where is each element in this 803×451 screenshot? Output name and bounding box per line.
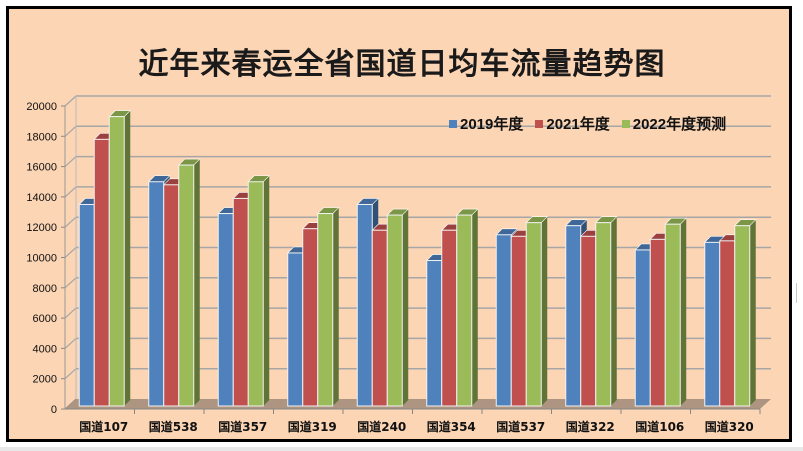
y-tick-label: 14000 xyxy=(26,192,57,204)
bar xyxy=(456,208,479,407)
legend-swatch-icon xyxy=(535,119,544,128)
bar xyxy=(317,207,340,407)
x-category-label: 国道357 xyxy=(218,419,267,434)
x-category-label: 国道354 xyxy=(427,419,476,434)
x-category-label: 国道106 xyxy=(635,419,684,434)
bar xyxy=(664,217,687,407)
x-category-label: 国道538 xyxy=(149,419,198,434)
y-tick-label: 4000 xyxy=(33,343,57,355)
legend-label: 2019年度 xyxy=(460,116,524,133)
y-tick-label: 0 xyxy=(51,404,57,416)
right-edge-mark xyxy=(796,283,797,303)
bar xyxy=(595,216,618,407)
y-tick-label: 2000 xyxy=(33,374,57,386)
legend-swatch-icon xyxy=(621,119,630,128)
y-tick-label: 8000 xyxy=(33,283,57,295)
legend-item: 2021年度 xyxy=(535,113,610,134)
y-tick-label: 6000 xyxy=(33,313,57,325)
bar xyxy=(178,158,201,407)
bar xyxy=(108,110,131,407)
chart-title: 近年来春运全省国道日均车流量趋势图 xyxy=(138,47,666,82)
bar xyxy=(386,208,409,407)
legend-label: 2021年度 xyxy=(546,116,610,133)
chart-plot: 0 2000 4000 6000 8000 10000 12000 14000 16000 180… xyxy=(26,95,771,434)
y-tick-label: 16000 xyxy=(26,162,57,174)
bar xyxy=(525,216,548,407)
x-category-label: 国道107 xyxy=(79,419,128,434)
legend-item: 2019年度 xyxy=(449,113,523,134)
legend-label: 2022年度预测 xyxy=(632,116,727,133)
chart-frame: 近年来春运全省国道日均车流量趋势图 0 2000 4000 6000 8000 10000… xyxy=(6,6,792,442)
y-tick-label: 20000 xyxy=(26,101,57,113)
legend-item: 2022年度预测 xyxy=(621,113,727,134)
page-bottom-strip xyxy=(0,447,803,451)
y-tick-label: 18000 xyxy=(26,131,57,143)
bar xyxy=(734,219,757,407)
x-category-label: 国道537 xyxy=(496,419,545,434)
x-category-label: 国道322 xyxy=(566,419,615,434)
x-category-label: 国道240 xyxy=(357,419,406,434)
bar xyxy=(247,175,270,407)
legend-swatch-icon xyxy=(449,119,457,128)
x-category-label: 国道320 xyxy=(705,419,754,434)
chart-legend: 2019年度 2021年度 2022年度预测 xyxy=(449,113,726,134)
x-category-label: 国道319 xyxy=(288,419,337,434)
y-tick-label: 10000 xyxy=(26,253,57,265)
y-tick-label: 12000 xyxy=(26,222,57,234)
